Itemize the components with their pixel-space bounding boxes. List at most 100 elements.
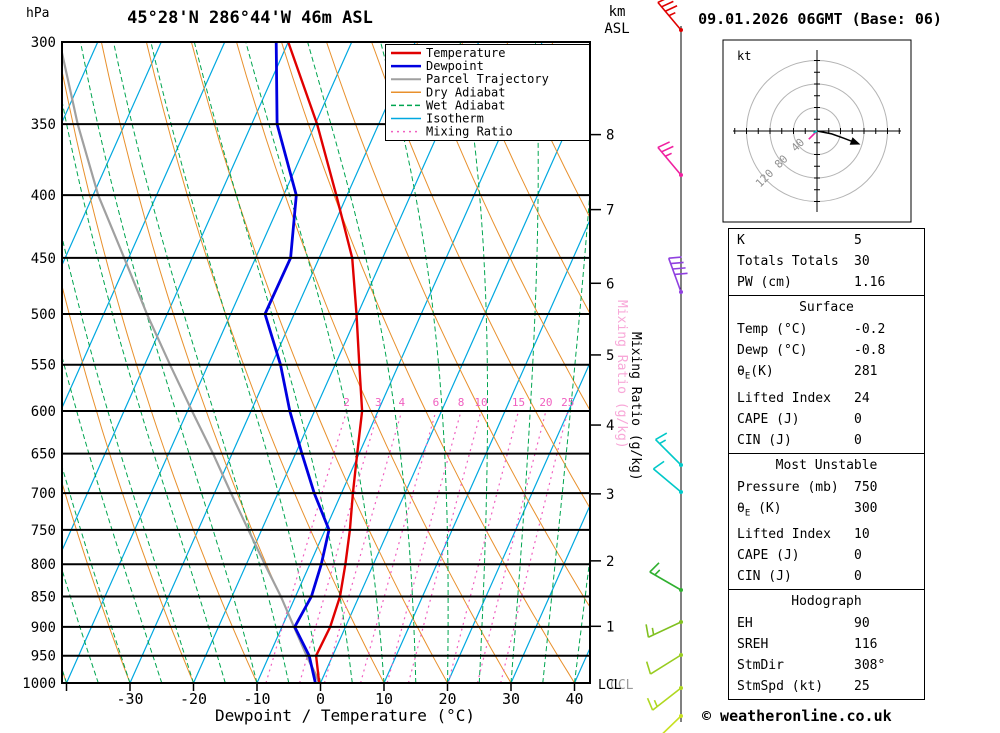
stats-value: 308° — [854, 658, 886, 674]
stats-label: Pressure (mb) — [737, 479, 839, 495]
pressure-tick-label: 800 — [31, 557, 56, 573]
temp-tick-label: -30 — [116, 690, 143, 708]
pressure-tick-label: 550 — [31, 358, 56, 374]
wet-adiabat-line — [245, 42, 385, 683]
km-unit-label: km — [608, 4, 626, 20]
mixing-ratio-line — [360, 410, 437, 683]
km-tick-label: 1 — [606, 619, 614, 635]
run-date-title: 09.01.2026 06GMT (Base: 06) — [698, 10, 942, 28]
barb-feather — [652, 460, 665, 470]
subscript: E — [744, 371, 751, 382]
mixing-ratio-value-label: 15 — [512, 396, 525, 409]
barb-feather — [661, 0, 674, 8]
stats-value: 750 — [854, 479, 878, 495]
wind-barb — [645, 620, 683, 638]
barb-feather — [645, 661, 652, 675]
barb-half-feather — [659, 439, 667, 445]
stats-value: 5 — [854, 233, 862, 248]
mixing-ratio-value-label: 2 — [343, 396, 350, 409]
wind-barb — [645, 653, 683, 675]
legend-label: Parcel Trajectory — [426, 72, 549, 86]
stats-row: SREH 116 — [729, 634, 924, 655]
stats-label: PW (cm) — [737, 275, 792, 290]
dry-adiabat-line — [0, 42, 3, 683]
stats-row: CIN (J) 0 — [729, 566, 924, 587]
mixing-ratio-axis-label: Mixing Ratio (g/kg) — [628, 332, 643, 481]
temp-tick-label: 20 — [438, 690, 456, 708]
isotherm-line — [0, 42, 34, 683]
stats-section-surface: Surface Temp (°C) -0.2 Dewp (°C) -0.8 θE(K) 28… — [728, 295, 925, 454]
stats-section-header: Surface — [799, 300, 854, 315]
pressure-unit-label: hPa — [26, 6, 50, 21]
pressure-tick-label: 650 — [31, 447, 56, 463]
isotherm-line — [256, 42, 543, 683]
barb-feather — [657, 0, 665, 4]
barb-feather — [664, 5, 678, 12]
stats-value: 0 — [854, 432, 862, 448]
stats-value: 281 — [854, 364, 878, 379]
legend-label: Mixing Ratio — [426, 125, 513, 139]
km-tick-label: 2 — [606, 554, 614, 570]
stats-label: EH — [737, 616, 753, 632]
wet-adiabat-line — [542, 185, 590, 683]
station-title: 45°28'N 286°44'W 46m ASL — [127, 8, 373, 28]
mixing-ratio-line — [476, 410, 547, 683]
pressure-tick-label: 900 — [31, 620, 56, 636]
stats-label: Totals Totals — [737, 254, 839, 269]
altitude-axis-unit: km ASL — [592, 4, 642, 38]
wind-barb — [646, 686, 683, 711]
dry-adiabat-line — [957, 42, 1000, 683]
temp-tick-label: 10 — [375, 690, 393, 708]
isotherm-line — [383, 218, 590, 683]
stats-section-most-unstable: Most Unstable Pressure (mb) 750 θE (K) 300 Li… — [728, 452, 925, 591]
km-tick-label: 6 — [606, 276, 614, 292]
ccl-label: CCL — [610, 678, 634, 693]
barb-feather — [657, 141, 670, 149]
wet-adiabat-line — [0, 42, 35, 683]
temp-tick-label: 40 — [565, 690, 583, 708]
stats-label: CIN (J) — [737, 569, 792, 585]
wind-barb — [654, 432, 683, 467]
barb-half-feather — [651, 627, 655, 635]
stats-section-hodograph: Hodograph EH 90 SREH 116 StmDir 308° StmSpd (kt… — [728, 589, 925, 701]
stats-row: θE (K) 300 — [729, 498, 924, 525]
stats-row: Temp (°C) -0.2 — [729, 319, 924, 340]
mixing-ratio-axis-label-pink: Mixing Ratio (g/kg) — [614, 300, 629, 449]
barb-half-feather — [654, 569, 661, 576]
wet-adiabat-line — [574, 553, 590, 683]
temp-tick-label: -10 — [243, 690, 270, 708]
pressure-tick-label: 1000 — [22, 676, 56, 692]
stats-value: 0 — [854, 569, 862, 585]
stats-value: -0.2 — [854, 322, 886, 337]
pressure-tick-label: 850 — [31, 589, 56, 605]
dry-adiabat-line — [461, 42, 590, 315]
stats-label: Lifted Index — [737, 527, 831, 543]
stats-label: CAPE (J) — [737, 548, 800, 564]
wet-adiabat-line — [0, 42, 3, 683]
wind-barb — [662, 714, 683, 733]
stats-row: StmSpd (kt) 25 — [729, 676, 924, 697]
barb-shaft — [654, 438, 682, 466]
isotherm-line — [62, 42, 289, 552]
km-tick-label: 4 — [606, 418, 614, 434]
stats-label: Temp (°C) — [737, 322, 808, 337]
stats-value: 10 — [854, 527, 870, 543]
pressure-tick-label: 950 — [31, 649, 56, 665]
barb-half-feather — [664, 152, 672, 157]
barb-feather — [668, 256, 682, 259]
isotherm-line — [510, 503, 590, 683]
stats-panel: K 5 Totals Totals 30 PW (cm) 1.16 Surface Temp … — [728, 228, 925, 701]
stats-value: 0 — [854, 548, 862, 564]
mixing-ratio-line — [407, 410, 482, 683]
barb-feather — [670, 261, 684, 265]
dry-adiabat-line — [912, 42, 1000, 683]
stats-row: Lifted Index 24 — [729, 388, 924, 409]
stats-value: -0.8 — [854, 343, 886, 358]
legend-label: Wet Adiabat — [426, 98, 505, 112]
stats-row: Dewp (°C) -0.8 — [729, 340, 924, 361]
isotherm-line — [62, 42, 162, 267]
legend-label: Isotherm — [426, 112, 484, 126]
stats-label: StmDir — [737, 658, 784, 674]
mixing-ratio-value-label: 20 — [539, 396, 552, 409]
stats-label: K — [737, 233, 745, 248]
